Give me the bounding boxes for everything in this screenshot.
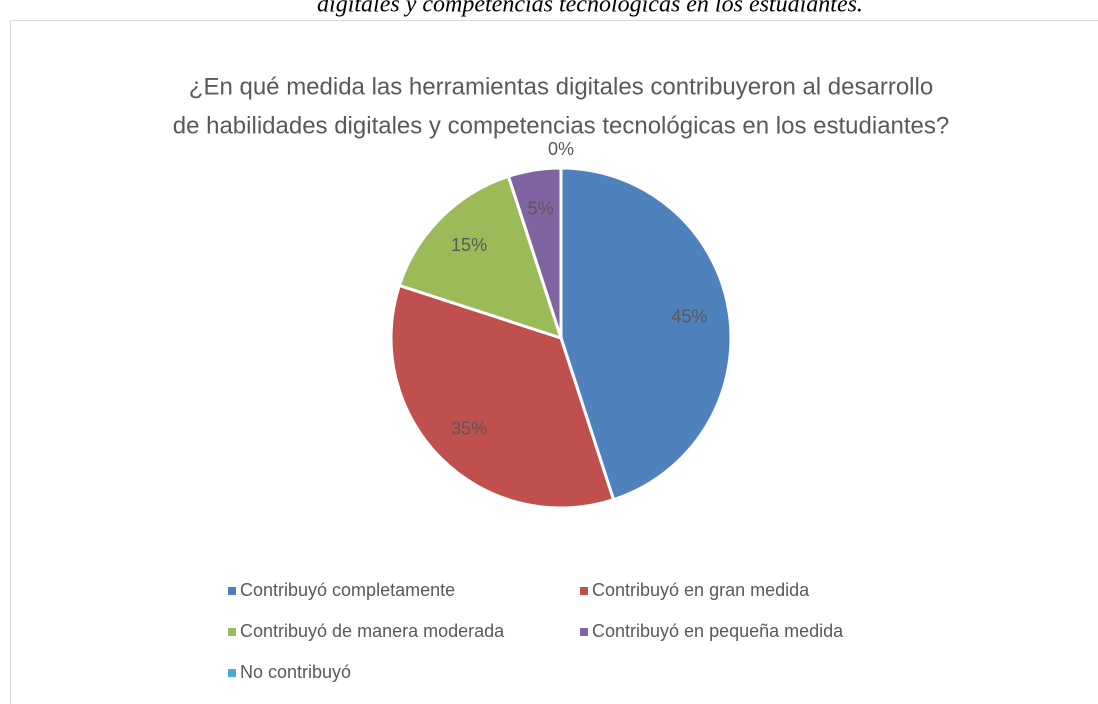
legend-swatch xyxy=(228,628,236,636)
legend-swatch xyxy=(580,587,588,595)
legend-swatch xyxy=(580,628,588,636)
legend-label: No contribuyó xyxy=(240,662,351,682)
legend-swatch xyxy=(228,587,236,595)
chart-border xyxy=(10,20,1098,704)
legend-label: Contribuyó en pequeña medida xyxy=(592,621,844,641)
data-label: 5% xyxy=(528,198,554,218)
legend-label: Contribuyó en gran medida xyxy=(592,580,810,600)
data-label: 15% xyxy=(451,235,487,255)
pie-slice xyxy=(559,166,733,502)
data-label: 0% xyxy=(548,139,574,159)
data-label: 45% xyxy=(671,306,707,326)
chart-title: ¿En qué medida las herramientas digitale… xyxy=(189,73,933,100)
pie-slice xyxy=(389,283,616,510)
data-label: 35% xyxy=(451,419,487,439)
legend-label: Contribuyó completamente xyxy=(240,580,455,600)
caption: digitales y competencias tecnológicas en… xyxy=(317,0,863,18)
legend-swatch xyxy=(228,669,236,677)
chart-title: de habilidades digitales y competencias … xyxy=(173,112,950,139)
legend-label: Contribuyó de manera moderada xyxy=(240,621,505,641)
